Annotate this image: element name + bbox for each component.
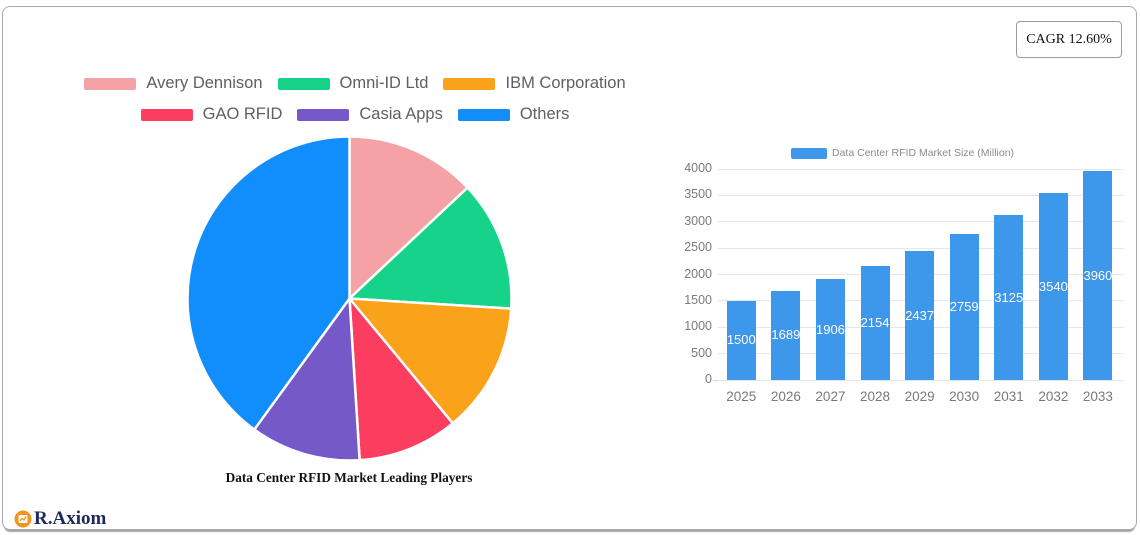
bar-2027[interactable]: 1906 [815, 279, 845, 380]
bar-2033[interactable]: 3960 [1083, 171, 1113, 380]
pie-legend: Avery Dennison Omni-ID Ltd IBM Corporation… [5, 74, 705, 124]
pie-legend-item[interactable]: GAO RFID [140, 105, 283, 124]
cagr-badge: CAGR 12.60% [1016, 21, 1122, 58]
legend-swatch [443, 77, 496, 90]
bar-2029[interactable]: 2437 [905, 251, 935, 380]
bar-value-label: 3960 [1083, 267, 1113, 283]
x-axis-label: 2032 [1038, 389, 1069, 404]
legend-swatch [457, 108, 510, 121]
gridline [718, 221, 1124, 223]
bar-value-label: 2437 [905, 307, 935, 323]
legend-label: GAO RFID [202, 105, 283, 123]
brand-name: R.Axiom [34, 508, 107, 529]
pie-slice-casia-apps[interactable] [253, 297, 361, 462]
pie-slice-omni-id-ltd[interactable] [348, 186, 513, 310]
bar-chart: 0 500 1000 1500 2000 2500 3000 3500 4000 1500 2025… [684, 147, 1124, 404]
bar-value-label: 1500 [726, 332, 756, 348]
legend-swatch [140, 108, 193, 121]
bar-2026[interactable]: 1689 [771, 290, 801, 380]
brand-logo-icon [14, 510, 32, 528]
gridline [718, 379, 1124, 381]
y-axis-label: 1500 [684, 292, 712, 307]
y-axis-label: 1000 [684, 319, 712, 334]
y-axis-label: 2500 [684, 240, 712, 255]
bar-legend[interactable]: Data Center RFID Market Size (Million) [791, 147, 1014, 159]
x-axis-label: 2031 [993, 389, 1024, 404]
y-axis-label: 2000 [684, 266, 712, 281]
bar-2032[interactable]: 3540 [1038, 193, 1068, 380]
legend-swatch [277, 77, 330, 90]
legend-label: Casia Apps [359, 105, 443, 123]
x-axis-label: 2027 [815, 389, 846, 404]
x-axis-label: 2030 [949, 389, 980, 404]
bar-value-label: 1906 [815, 321, 845, 337]
x-axis-label: 2033 [1082, 389, 1113, 404]
x-axis-label: 2025 [726, 389, 757, 404]
pie-title: Data Center RFID Market Leading Players [225, 470, 473, 485]
bar-value-label: 3125 [994, 289, 1024, 305]
bar-value-label: 3540 [1038, 278, 1068, 294]
legend-label: Others [519, 105, 570, 123]
bar-value-label: 1689 [771, 327, 801, 343]
pie-legend-item[interactable]: Others [457, 105, 570, 124]
gridline [718, 168, 1124, 170]
pie-legend-item[interactable]: IBM Corporation [443, 74, 626, 93]
bar-value-label: 2154 [860, 315, 890, 331]
y-axis-label: 0 [705, 372, 712, 386]
bar-2031[interactable]: 3125 [994, 215, 1024, 380]
pie-legend-item[interactable]: Omni-ID Ltd [277, 74, 429, 93]
gridline [718, 194, 1124, 196]
pie-chart[interactable] [3, 7, 703, 477]
report-card: CAGR 12.60% Avery Dennison Omni-ID Ltd IBM… [2, 6, 1137, 530]
y-axis-label: 3500 [684, 187, 712, 202]
legend-swatch [84, 77, 137, 90]
bar-2025[interactable]: 1500 [726, 300, 756, 380]
y-axis-label: 500 [691, 345, 712, 360]
gridline [718, 247, 1124, 249]
bar-2030[interactable]: 2759 [949, 234, 979, 380]
bar-2028[interactable]: 2154 [860, 266, 890, 380]
legend-swatch [297, 108, 350, 121]
brand-watermark: R.Axiom [14, 508, 106, 530]
pie-slice-others[interactable] [186, 135, 351, 431]
x-axis-label: 2028 [860, 389, 891, 404]
y-axis-label: 3000 [684, 213, 712, 228]
legend-swatch [791, 147, 827, 159]
x-axis-label: 2026 [770, 389, 801, 404]
x-axis-label: 2029 [904, 389, 935, 404]
pie-legend-item[interactable]: Avery Dennison [84, 74, 263, 93]
legend-label: Avery Dennison [146, 74, 263, 92]
legend-label: IBM Corporation [505, 74, 626, 92]
y-axis-label: 4000 [684, 161, 712, 175]
pie-slice-ibm-corporation[interactable] [348, 297, 513, 425]
zero-tick [713, 379, 718, 381]
legend-label: Data Center RFID Market Size (Million) [832, 147, 1015, 159]
legend-label: Omni-ID Ltd [339, 74, 429, 92]
pie-legend-item[interactable]: Casia Apps [297, 105, 443, 124]
bar-value-label: 2759 [949, 299, 979, 315]
pie-slice-avery-dennison[interactable] [348, 135, 469, 300]
pie-slice-gao-rfid[interactable] [348, 297, 455, 462]
